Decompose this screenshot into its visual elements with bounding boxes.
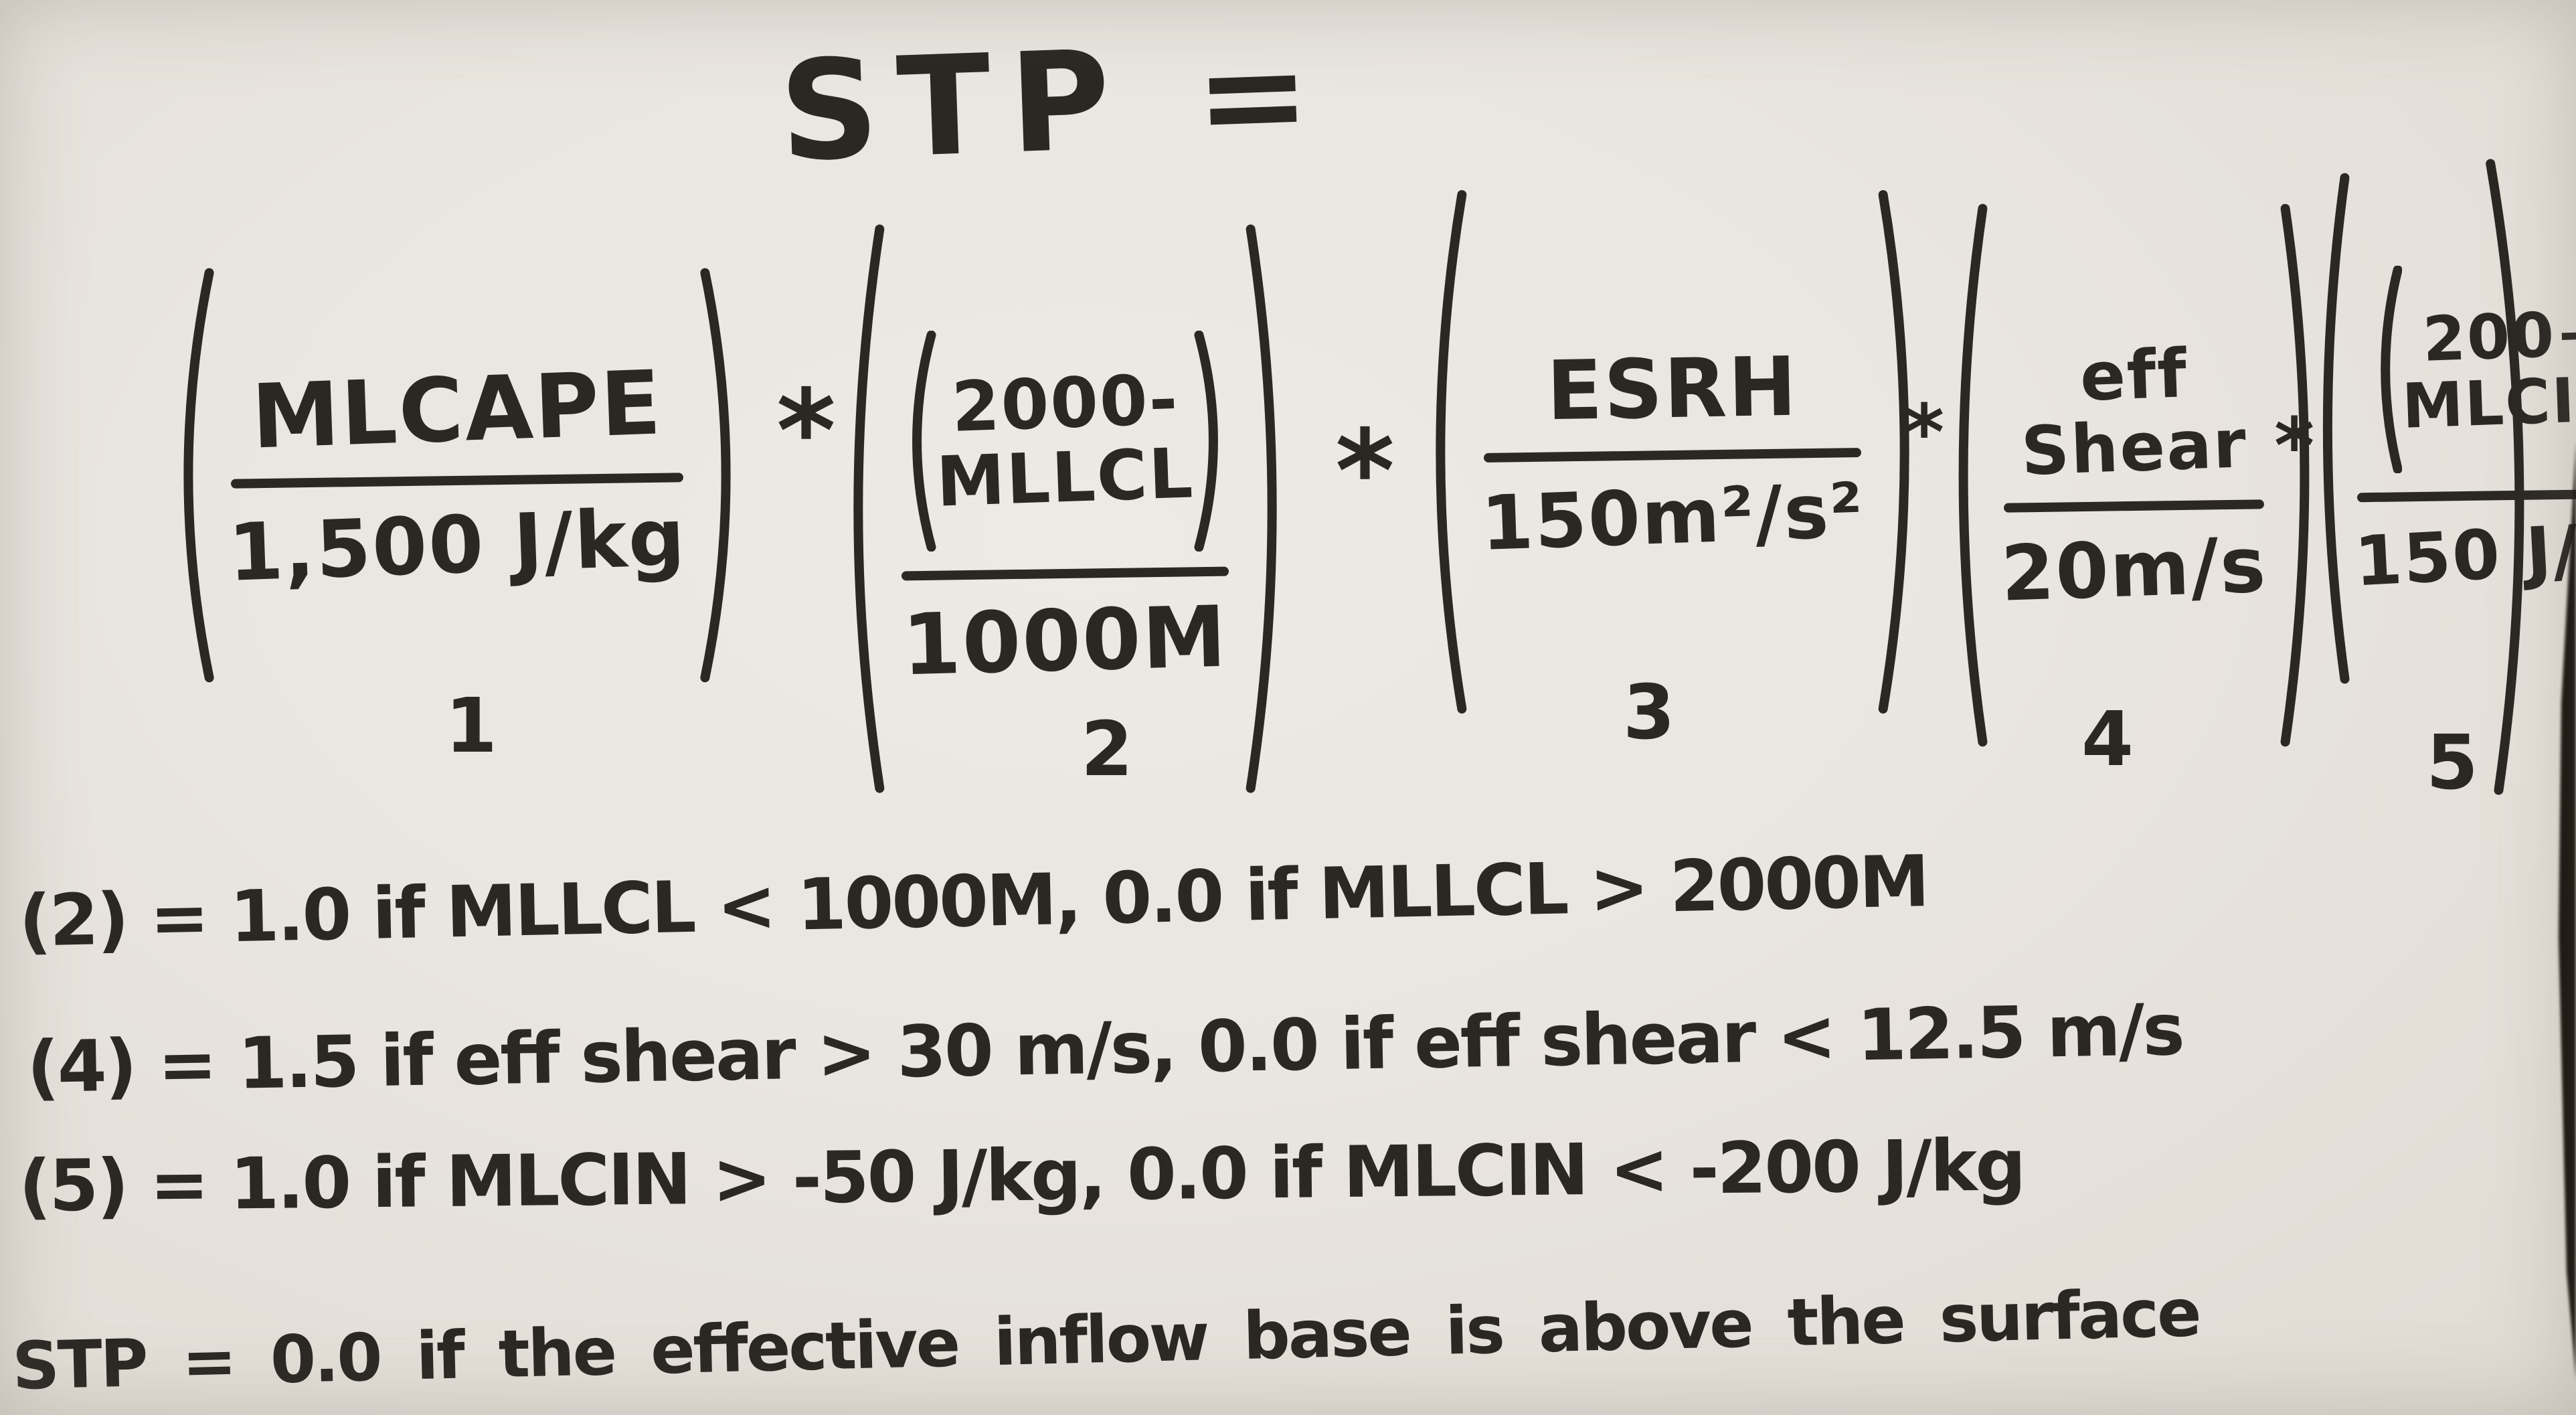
fraction: ESRH 150m²/s²: [1469, 339, 1876, 568]
term-4-index: 4: [2081, 696, 2134, 783]
term-3-index: 3: [1623, 669, 1675, 756]
term-2-numerator-line-2: MLLCL: [935, 433, 1195, 523]
term-4-numerator-line-1: eff: [2079, 334, 2189, 417]
formula-term-3: ESRH 150m²/s²: [1415, 184, 1929, 720]
paren-open-icon: [2308, 167, 2350, 689]
paren-open-icon: [1415, 184, 1469, 720]
formula-term-2: 2000- MLLCL 1000M: [833, 218, 1297, 800]
paren-open-icon: [833, 218, 887, 800]
condition-line-2: (2) = 1.0 if MLLCL < 1000M, 0.0 if MLLCL…: [18, 840, 1929, 963]
paren-open-icon: [899, 331, 936, 552]
paren-close-icon: [1194, 331, 1231, 552]
multiply-asterisk: *: [1335, 406, 1395, 538]
outer-paren-close-icon: [2484, 151, 2546, 803]
formula-term-5: 200+ MLCIN 150 J/kg: [2308, 167, 2576, 689]
nested-numerator: 2000- MLLCL: [899, 331, 1231, 552]
term-4-denominator: 20m/s: [1999, 520, 2269, 619]
formula-term-1: MLCAPE 1,500 J/kg: [164, 264, 750, 686]
formula-term-4: eff Shear 20m/s: [1941, 197, 2327, 753]
term-2-index: 2: [1081, 706, 1133, 793]
fraction: 2000- MLLCL 1000M: [887, 331, 1243, 694]
paren-close-icon: [1243, 218, 1297, 800]
term-3-numerator: ESRH: [1546, 339, 1799, 438]
footer-note: STP = 0.0 if the effective inflow base i…: [11, 1275, 2201, 1405]
term-2-numerator-line-1: 2000-: [950, 359, 1181, 448]
fraction-bar: [1483, 448, 1862, 463]
term-4-numerator-line-2: Shear: [2019, 404, 2249, 491]
term-3-denominator: 150m²/s²: [1479, 467, 1866, 568]
fraction: eff Shear 20m/s: [1989, 334, 2279, 619]
condition-line-4: (4) = 1.5 if eff shear > 30 m/s, 0.0 if …: [26, 988, 2184, 1109]
multiply-asterisk: *: [776, 365, 836, 498]
nested-numerator: 200+ MLCIN: [2370, 266, 2576, 473]
term-1-index: 1: [445, 683, 497, 770]
formula-title: STP =: [777, 13, 1332, 193]
paren-open-icon: [2370, 266, 2402, 473]
term-5-index: 5: [2426, 720, 2478, 807]
fraction-bar: [901, 566, 1229, 581]
paren-close-icon: [698, 264, 750, 686]
fraction: MLCAPE 1,500 J/kg: [216, 351, 698, 598]
fraction-bar: [230, 472, 684, 489]
paren-open-icon: [1941, 197, 1989, 753]
fraction: 200+ MLCIN 150 J/kg: [2350, 266, 2576, 602]
paren-close-icon: [1876, 184, 1929, 720]
multiply-asterisk: *: [1904, 388, 1945, 478]
term-2-denominator: 1000M: [901, 587, 1229, 695]
fraction-bar: [2003, 499, 2265, 513]
term-1-numerator: MLCAPE: [250, 351, 665, 469]
paren-close-icon: [2279, 197, 2327, 753]
term-1-denominator: 1,500 J/kg: [226, 490, 688, 599]
paren-open-icon: [164, 264, 216, 686]
photo-edge: [2559, 442, 2576, 1379]
multiply-asterisk: *: [2274, 402, 2315, 491]
condition-line-5: (5) = 1.0 if MLCIN > -50 J/kg, 0.0 if ML…: [18, 1124, 2025, 1228]
